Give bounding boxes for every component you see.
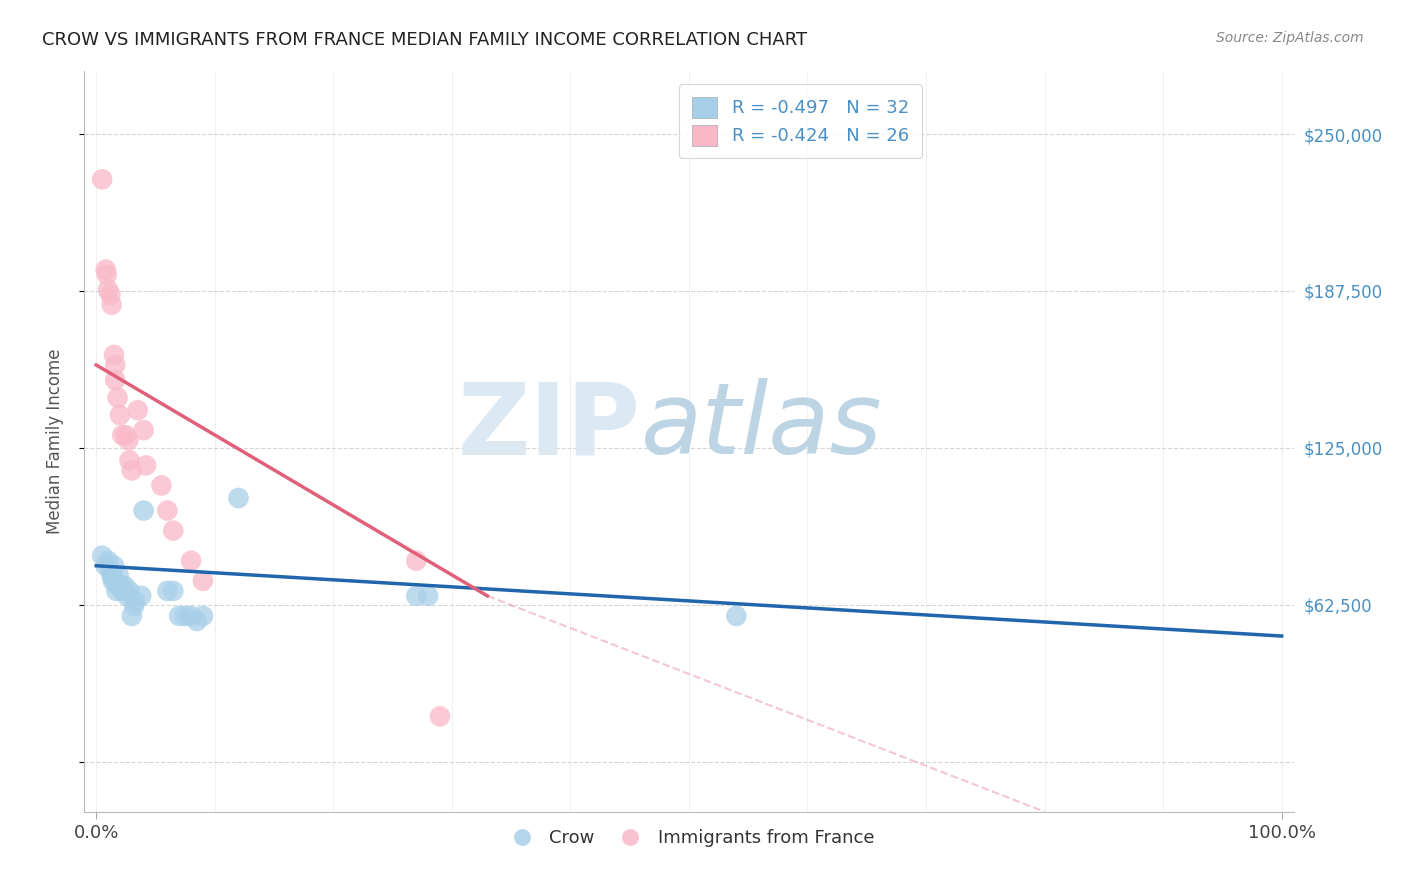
Text: CROW VS IMMIGRANTS FROM FRANCE MEDIAN FAMILY INCOME CORRELATION CHART: CROW VS IMMIGRANTS FROM FRANCE MEDIAN FA…	[42, 31, 807, 49]
Point	[111, 583, 134, 598]
Point	[121, 463, 143, 477]
Point	[97, 283, 120, 297]
Point	[104, 373, 127, 387]
Point	[156, 583, 179, 598]
Point	[122, 599, 145, 613]
Point	[115, 589, 138, 603]
Point	[103, 348, 125, 362]
Point	[103, 558, 125, 573]
Point	[162, 524, 184, 538]
Point	[180, 554, 202, 568]
Point	[101, 574, 124, 588]
Point	[162, 583, 184, 598]
Point	[100, 287, 122, 301]
Point	[167, 609, 190, 624]
Point	[96, 268, 118, 282]
Point	[429, 709, 451, 723]
Point	[180, 609, 202, 624]
Point	[100, 569, 122, 583]
Point	[124, 594, 146, 608]
Point	[107, 391, 129, 405]
Point	[725, 609, 748, 624]
Point	[105, 583, 128, 598]
Point	[107, 569, 129, 583]
Point	[118, 453, 141, 467]
Point	[118, 583, 141, 598]
Point	[115, 428, 138, 442]
Point	[405, 589, 427, 603]
Point	[132, 503, 155, 517]
Point	[127, 403, 149, 417]
Point	[418, 589, 440, 603]
Point	[97, 554, 120, 568]
Point	[132, 423, 155, 437]
Point	[94, 558, 117, 573]
Point	[405, 554, 427, 568]
Point	[94, 262, 117, 277]
Point	[186, 614, 208, 628]
Text: ZIP: ZIP	[458, 378, 641, 475]
Point	[228, 491, 250, 505]
Point	[108, 579, 131, 593]
Point	[117, 434, 139, 448]
Point	[174, 609, 197, 624]
Point	[100, 564, 122, 578]
Point	[135, 458, 157, 473]
Point	[91, 549, 114, 563]
Point	[114, 579, 136, 593]
Point	[104, 574, 127, 588]
Point	[150, 478, 173, 492]
Point	[108, 408, 131, 422]
Y-axis label: Median Family Income: Median Family Income	[45, 349, 63, 534]
Point	[191, 574, 214, 588]
Point	[156, 503, 179, 517]
Point	[111, 428, 134, 442]
Point	[100, 298, 122, 312]
Point	[107, 579, 129, 593]
Text: atlas: atlas	[641, 378, 882, 475]
Legend: Crow, Immigrants from France: Crow, Immigrants from France	[496, 822, 882, 855]
Text: Source: ZipAtlas.com: Source: ZipAtlas.com	[1216, 31, 1364, 45]
Point	[121, 609, 143, 624]
Point	[129, 589, 152, 603]
Point	[191, 609, 214, 624]
Point	[91, 172, 114, 186]
Point	[104, 358, 127, 372]
